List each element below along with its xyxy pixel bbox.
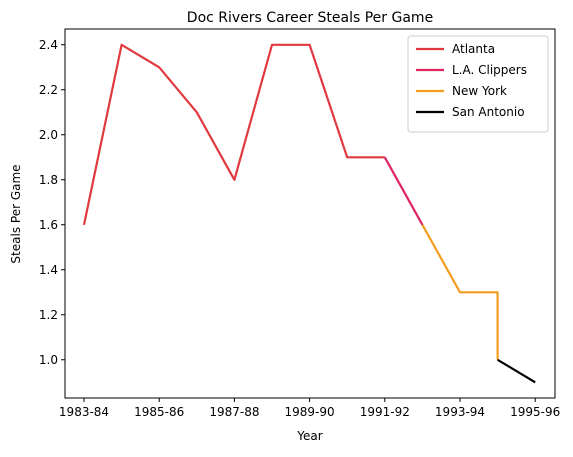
y-tick-label: 2.0 bbox=[39, 128, 58, 142]
x-tick-label: 1995-96 bbox=[510, 405, 560, 419]
legend-label: San Antonio bbox=[452, 105, 525, 119]
legend-box bbox=[407, 35, 549, 133]
series-line-atlanta bbox=[82, 43, 385, 226]
x-axis-label: Year bbox=[296, 429, 322, 443]
legend-label: New York bbox=[452, 84, 507, 98]
series-line-l-a-clippers bbox=[383, 156, 424, 226]
x-tick-label: 1983-84 bbox=[59, 405, 109, 419]
x-tick-label: 1989-90 bbox=[285, 405, 335, 419]
y-tick-label: 1.6 bbox=[39, 218, 58, 232]
legend: Atlanta L.A. Clippers New York San Antonio bbox=[407, 35, 549, 133]
y-tick-label: 2.2 bbox=[39, 83, 58, 97]
legend-label: L.A. Clippers bbox=[452, 63, 527, 77]
y-tick-label: 1.4 bbox=[39, 263, 58, 277]
y-tick-label: 1.0 bbox=[39, 353, 58, 367]
x-tick-label: 1993-94 bbox=[435, 405, 485, 419]
series-line-san-antonio bbox=[497, 358, 536, 384]
y-tick-label: 2.4 bbox=[39, 38, 58, 52]
plot-area: 1983-84 1985-86 1987-88 1989-90 1991-92 1993-… bbox=[39, 28, 560, 419]
y-axis-label: Steals Per Game bbox=[9, 164, 23, 263]
x-tick-label: 1987-88 bbox=[209, 405, 259, 419]
x-tick-label: 1991-92 bbox=[360, 405, 410, 419]
series-line-new-york bbox=[421, 224, 499, 360]
chart-title: Doc Rivers Career Steals Per Game bbox=[187, 10, 433, 26]
y-tick-label: 1.8 bbox=[39, 173, 58, 187]
x-tick-label: 1985-86 bbox=[134, 405, 184, 419]
y-tick-label: 1.2 bbox=[39, 308, 58, 322]
legend-label: Atlanta bbox=[452, 42, 495, 56]
